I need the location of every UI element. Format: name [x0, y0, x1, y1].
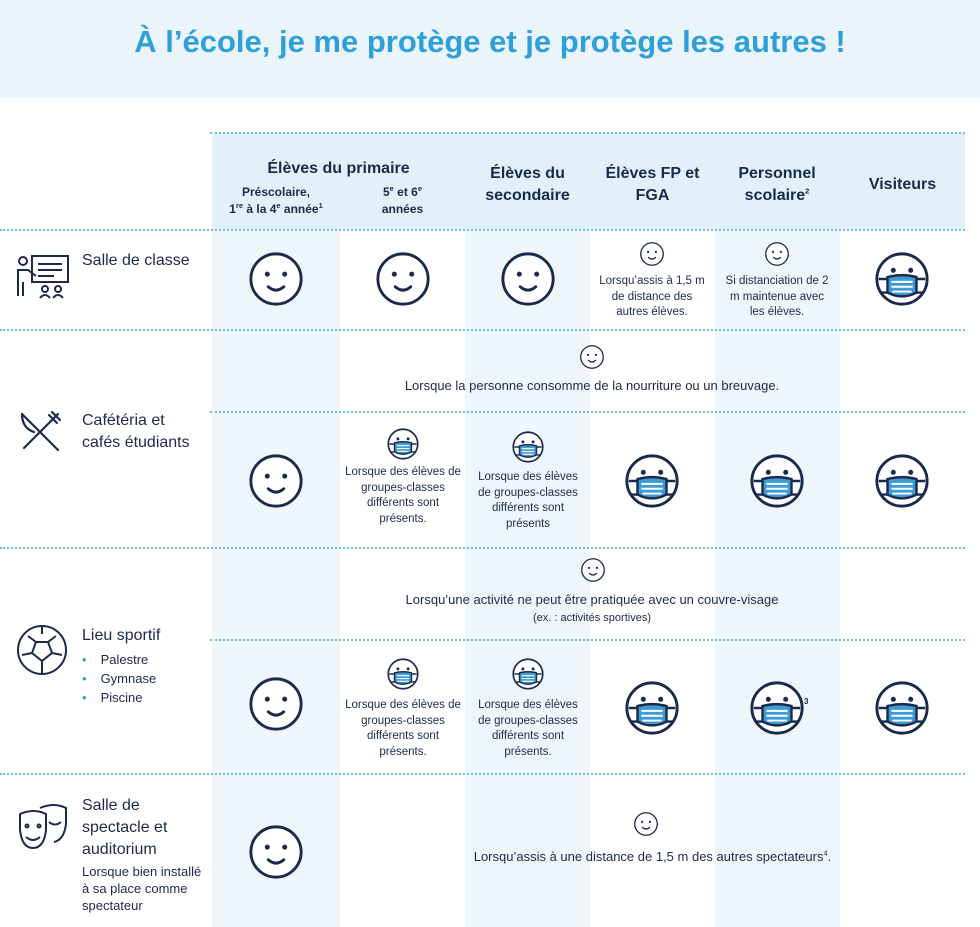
span-note: Lorsqu’assis à une distance de 1,5 m des… [340, 849, 965, 864]
bullet-list: • Palestre • Gymnase • Piscine [82, 650, 156, 707]
row-label: Salle de spectacle et auditorium [82, 797, 168, 858]
separator [0, 229, 965, 231]
text: années [381, 202, 424, 216]
cell-note: Lorsque des élèves de groupes-classes di… [345, 699, 461, 758]
mask-icon [511, 657, 545, 691]
mask-icon [623, 679, 681, 737]
row-label: Cafétéria et cafés étudiants [82, 412, 190, 451]
separator [0, 547, 965, 549]
mask-icon [386, 427, 420, 461]
cell-note: Lorsqu’assis à 1,5 m de distance des aut… [599, 275, 705, 318]
span-note: Lorsqu’une activité ne peut être pratiqu… [405, 592, 779, 607]
text: 5 [382, 185, 390, 199]
title-band [0, 0, 980, 98]
cell-note: Lorsque des élèves de groupes-classes di… [345, 466, 461, 525]
mask-icon [748, 452, 806, 510]
row-sublabel: Lorsque bien installé à sa place comme s… [82, 864, 202, 913]
header-band [212, 133, 965, 229]
mask-icon [511, 430, 545, 464]
separator [0, 329, 965, 331]
column-subheader: 5e et 6e années [340, 184, 465, 218]
column-header: Élèves du primaire [267, 160, 410, 177]
sup: 4 [823, 848, 828, 858]
separator [0, 773, 965, 775]
separator [210, 132, 965, 134]
text: . [827, 849, 832, 864]
span-subnote: (ex. : activités sportives) [533, 612, 651, 624]
column-header: Personnel scolaire2 [727, 163, 827, 207]
smile-icon [639, 241, 665, 267]
smile-icon [633, 811, 659, 837]
cutlery-icon [20, 410, 62, 452]
mask-icon [748, 679, 806, 737]
cell-note: Si distanciation de 2 m maintenue avec l… [725, 275, 829, 318]
list-item: • Piscine [82, 690, 143, 705]
ball-icon [17, 625, 67, 675]
text: à la 4 [243, 202, 277, 216]
text: 1 [229, 202, 236, 216]
list-item: • Gymnase [82, 671, 157, 686]
sup: e [389, 184, 394, 193]
text: Personnel scolaire [738, 165, 816, 204]
mask-icon [873, 452, 931, 510]
sup: 2 [805, 186, 810, 196]
list-item: • Palestre [82, 652, 149, 667]
smile-icon [374, 250, 432, 308]
smile-icon [764, 241, 790, 267]
smile-icon [247, 452, 305, 510]
sup: 1 [318, 201, 323, 210]
smile-icon [499, 250, 557, 308]
sup: e [276, 201, 281, 210]
text: Gymnase [100, 671, 157, 686]
span-note: Lorsque la personne consomme de la nourr… [404, 378, 780, 393]
mask-icon [386, 657, 420, 691]
mask-icon [623, 452, 681, 510]
mask-icon [873, 250, 931, 308]
cell-note: Lorsque des élèves de groupes-classes di… [478, 471, 578, 530]
smile-icon [247, 250, 305, 308]
classroom-icon [17, 255, 69, 299]
column-header: Élèves du secondaire [485, 165, 570, 204]
sup: e [417, 184, 423, 193]
mask-icon [873, 679, 931, 737]
row-label: Lieu sportif [82, 627, 161, 644]
text: Lorsqu’assis à une distance de 1,5 m des… [473, 849, 824, 864]
smile-icon [580, 557, 606, 583]
column-subheader: Préscolaire, 1re à la 4e année1 [212, 184, 340, 218]
separator [210, 639, 965, 641]
footnote-mark: 3 [804, 697, 809, 706]
text: Piscine [100, 690, 143, 705]
title: À l’école, je me protège et je protège l… [134, 24, 846, 59]
sup: re [235, 201, 244, 210]
smile-icon [247, 823, 305, 881]
text: Palestre [100, 652, 149, 667]
text: année [280, 202, 319, 216]
row-label: Salle de classe [82, 252, 190, 269]
column-header: Visiteurs [868, 176, 937, 193]
column-header: Élèves FP et FGA [605, 165, 700, 204]
separator [210, 411, 965, 413]
smile-icon [579, 344, 605, 370]
theatre-icon [19, 804, 67, 850]
text: et 6 [393, 185, 418, 199]
cell-note: Lorsque des élèves de groupes-classes di… [478, 699, 578, 758]
text: Préscolaire, [241, 185, 311, 199]
smile-icon [247, 675, 305, 733]
